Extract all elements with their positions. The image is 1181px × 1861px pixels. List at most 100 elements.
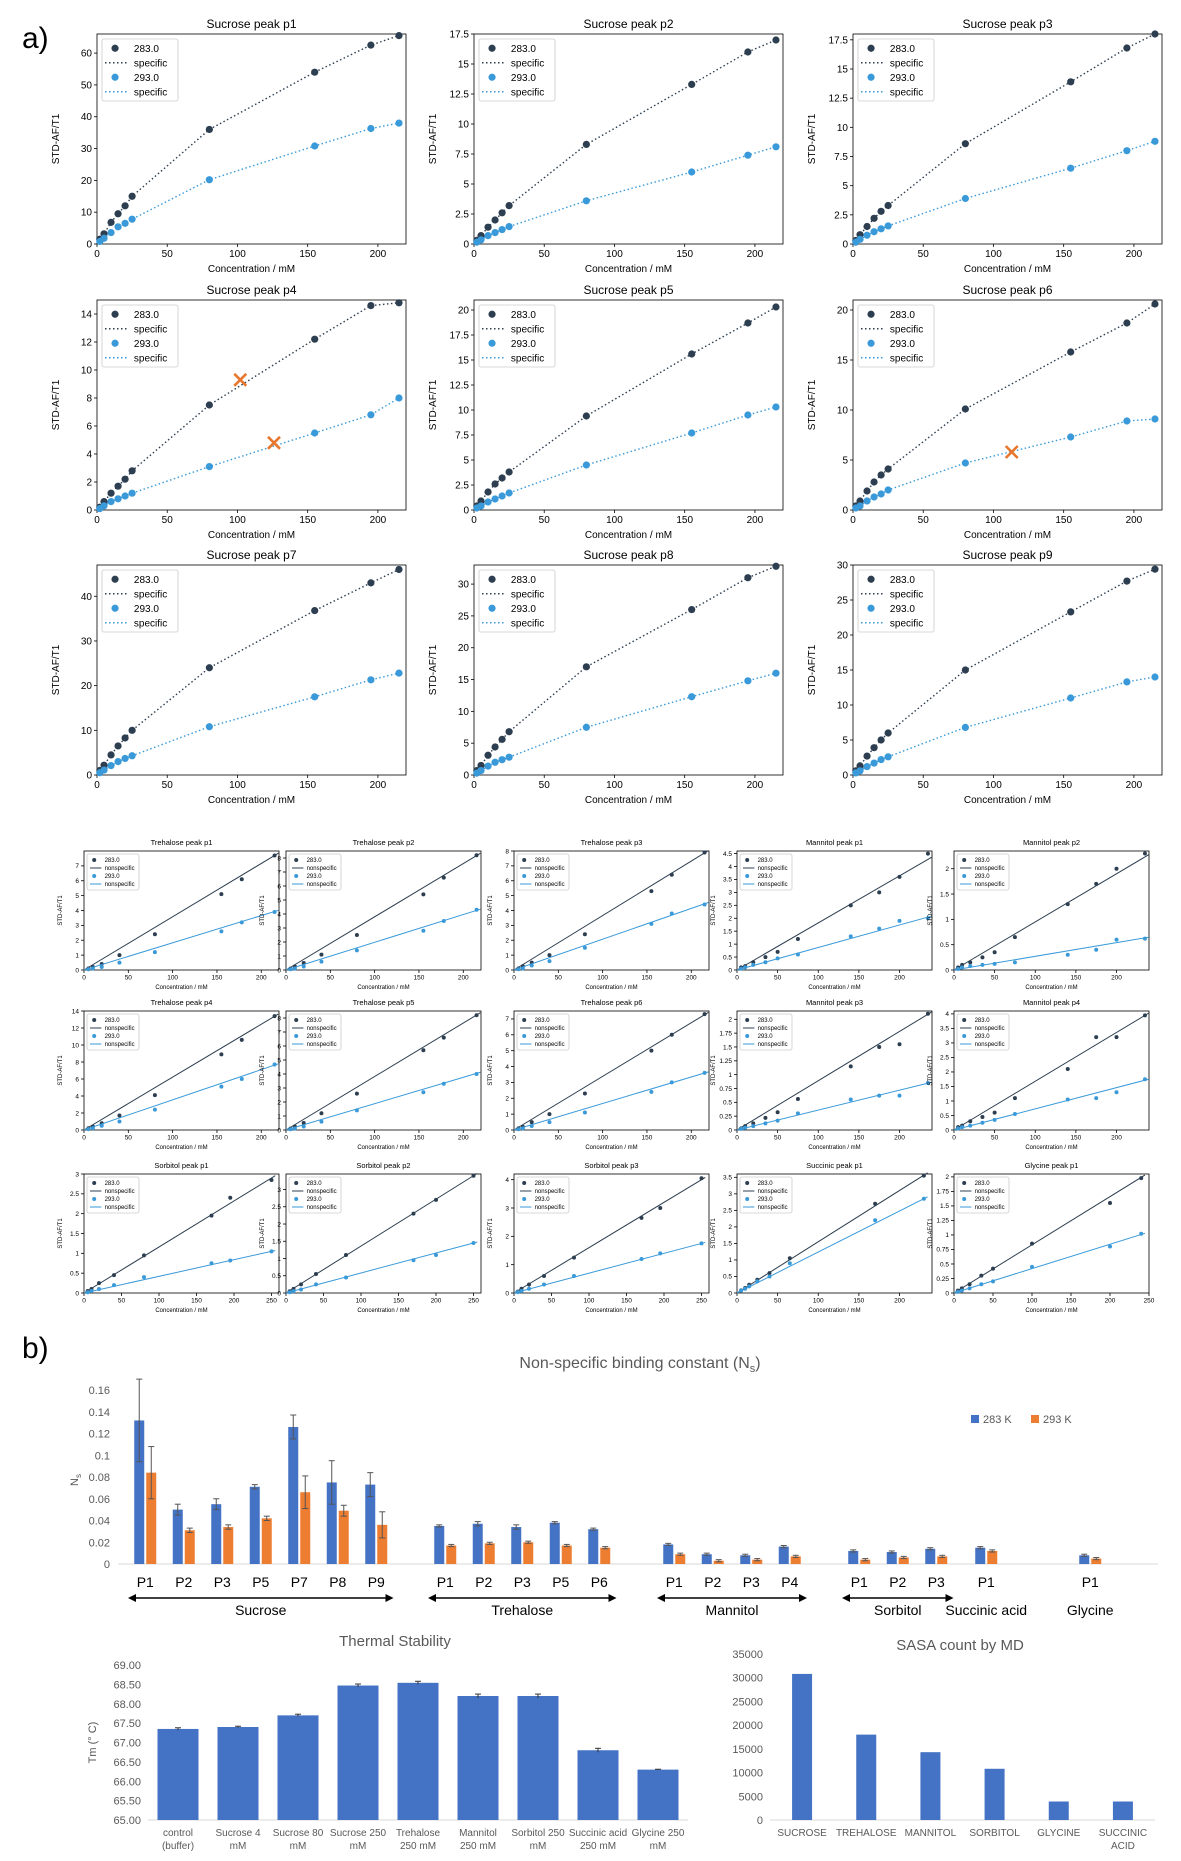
data-point xyxy=(395,394,403,402)
legend-swatch xyxy=(1031,1415,1039,1423)
data-point xyxy=(848,1097,853,1102)
x-tick-label: 50 xyxy=(918,249,930,260)
x-tick-label: 0 xyxy=(735,1135,739,1142)
sucrose-specific-grid: Sucrose peak p1 Concentration / mM STD-AF/… xyxy=(51,17,1163,806)
data-point xyxy=(114,495,122,503)
y-tick-label: 2 xyxy=(75,1110,79,1117)
data-point xyxy=(491,758,499,766)
data-point xyxy=(669,1032,674,1037)
x-axis-label: Concentration / mM xyxy=(585,530,672,541)
legend-label: 283.0 xyxy=(134,310,159,321)
data-point xyxy=(395,119,403,127)
legend: 283.0 nonspecific 293.0 nonspecific xyxy=(739,1013,793,1051)
scatter-panel: Trehalose peak p2 Concentration / mM STD-A… xyxy=(260,838,482,991)
data-point xyxy=(1012,960,1017,965)
legend-marker xyxy=(867,44,875,52)
x-tick-label: 150 xyxy=(393,1298,404,1305)
x-tick-label: 0 xyxy=(850,515,856,526)
x-tick-label: 150 xyxy=(1070,1135,1081,1142)
data-point xyxy=(311,429,319,437)
data-point xyxy=(743,965,748,970)
legend-label: 293.0 xyxy=(134,339,159,350)
x-axis-label: Concentration / mM xyxy=(208,795,295,806)
legend-label: 283.0 xyxy=(758,1181,774,1187)
data-point xyxy=(848,934,853,939)
bar xyxy=(848,1550,859,1564)
legend: 283.0 specific 293.0 specific xyxy=(101,38,179,102)
data-point xyxy=(1067,78,1075,86)
y-axis-label: STD-AF/T1 xyxy=(51,379,62,430)
fit-curve xyxy=(855,568,1156,772)
x-tick-label: 100 xyxy=(813,975,824,982)
y-tick-label: 20 xyxy=(81,176,93,187)
fit-line xyxy=(953,854,1150,971)
data-point xyxy=(877,490,885,498)
x-tick-label: 200 xyxy=(894,1135,905,1142)
data-point xyxy=(520,966,525,971)
legend-label: nonspecific xyxy=(307,1026,337,1032)
fit-line xyxy=(736,1011,933,1131)
data-point xyxy=(669,911,674,916)
x-tick-label: 150 xyxy=(1055,249,1072,260)
plot-frame xyxy=(513,1010,710,1131)
bar-group: P1 Succinic acid xyxy=(945,1546,1027,1618)
data-point xyxy=(90,1126,95,1131)
legend-swatch xyxy=(971,1415,979,1423)
y-tick-label: 2 xyxy=(277,1221,281,1228)
y-axis-label: STD-AF/T1 xyxy=(488,895,494,926)
data-point xyxy=(772,562,780,570)
x-tick-label: 100 xyxy=(813,1135,824,1142)
data-point xyxy=(649,1089,654,1094)
x-tick-label: 50 xyxy=(539,515,551,526)
legend-label: nonspecific xyxy=(975,866,1005,872)
data-point xyxy=(658,1206,663,1210)
data-point xyxy=(582,945,587,950)
y-tick-label: 4 xyxy=(505,1177,509,1184)
y-tick-label: 5 xyxy=(463,456,469,467)
legend-marker xyxy=(745,874,750,878)
legend-label: nonspecific xyxy=(758,866,788,872)
y-tick-label: 15 xyxy=(837,666,849,677)
y-tick-label: 1 xyxy=(505,1262,509,1269)
y-tick-label: 5 xyxy=(463,180,469,191)
x-tick-label: 0 xyxy=(94,515,100,526)
legend-label: 293.0 xyxy=(890,73,915,84)
data-point xyxy=(498,209,506,217)
fit-curve xyxy=(476,306,777,507)
data-point xyxy=(744,411,752,419)
bar xyxy=(701,1554,712,1564)
data-point xyxy=(744,319,752,327)
legend-marker xyxy=(745,1197,750,1201)
x-tick-label: 0 xyxy=(471,249,477,260)
legend: 283.0 specific 293.0 specific xyxy=(478,304,556,368)
data-point xyxy=(743,1125,748,1130)
legend-label: 293.0 xyxy=(134,604,159,615)
y-tick-label: 4 xyxy=(505,1064,509,1071)
data-point xyxy=(434,1253,438,1258)
data-point xyxy=(97,1287,101,1292)
panel-title: Sorbitol peak p3 xyxy=(584,1161,638,1170)
x-tick-label: 50 xyxy=(327,1135,335,1142)
data-point xyxy=(228,1195,233,1200)
plot-frame xyxy=(473,33,784,245)
data-point xyxy=(572,1274,576,1278)
x-category-label: P1 xyxy=(1082,1574,1099,1590)
bar xyxy=(600,1547,611,1564)
bar-group: P1 Glycine xyxy=(1067,1553,1114,1618)
x-tick-label: 200 xyxy=(747,780,764,791)
data-point xyxy=(884,753,892,761)
data-point xyxy=(955,1289,960,1294)
legend-label: 283.0 xyxy=(511,44,536,55)
legend-label: 293.0 xyxy=(105,1034,121,1040)
legend-label: 283.0 xyxy=(890,44,915,55)
y-tick-label: 8 xyxy=(505,848,509,855)
data-point xyxy=(152,932,157,937)
data-point xyxy=(582,140,590,148)
x-tick-label: 0 xyxy=(952,975,956,982)
legend-marker xyxy=(962,858,967,862)
legend-marker xyxy=(745,1181,750,1185)
y-tick-label: 15 xyxy=(458,675,470,686)
legend-marker xyxy=(745,1034,750,1038)
bar xyxy=(511,1527,522,1564)
